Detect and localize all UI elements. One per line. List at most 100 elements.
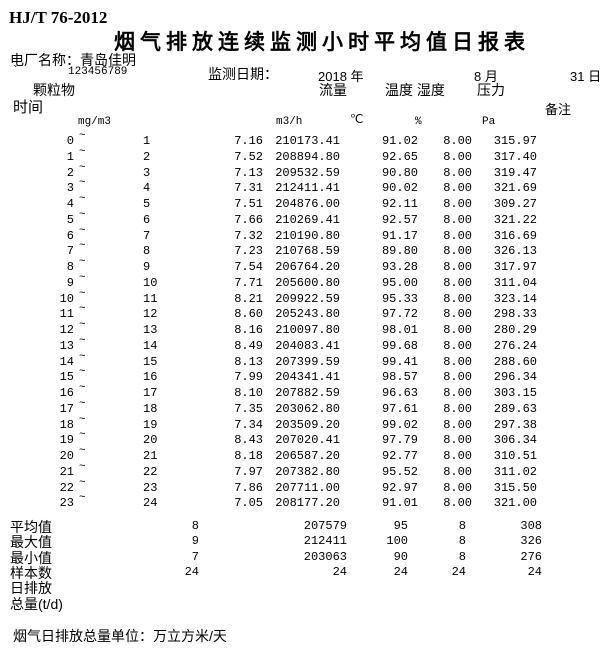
tilde-mark: ~: [79, 161, 86, 174]
pressure-value: 321.22: [493, 212, 537, 227]
flow-value: 209922.59: [275, 291, 340, 306]
pressure-value: 280.29: [493, 323, 537, 337]
hour-end: 20: [143, 433, 158, 448]
hour-end: 10: [143, 275, 158, 290]
column-header-flow: 流量: [319, 82, 347, 98]
humidity-value: 8.00: [443, 134, 472, 148]
pm-stat: 7: [191, 549, 199, 564]
table-row: 7 ~8 7.23 210768.59 89.80 8.00 326.13: [0, 240, 616, 260]
footnote: 烟气日排放总量单位：万立方米/天: [13, 628, 227, 644]
tilde-mark: ~: [79, 145, 86, 158]
pm-value: 8.21: [234, 291, 263, 306]
table-row: 6 ~7 7.32 210190.80 91.17 8.00 316.69: [0, 225, 616, 245]
hour-start: 22: [59, 480, 74, 495]
pm-value: 8.18: [234, 449, 263, 463]
humidity-value: 8.00: [443, 496, 472, 511]
table-row: 15 ~16 7.99 204341.41 98.57 8.00 296.34: [0, 366, 616, 386]
hour-start: 0: [66, 134, 74, 148]
humidity-value: 8.00: [443, 212, 472, 227]
hour-end: 7: [143, 228, 151, 243]
temp-value: 91.02: [381, 134, 418, 148]
hour-start: 2: [66, 165, 74, 180]
temp-value: 92.57: [381, 212, 418, 227]
pressure-value: 321.00: [493, 496, 537, 511]
pressure-value: 306.34: [493, 433, 537, 448]
table-row: 8 ~9 7.54 206764.20 93.28 8.00 317.97: [0, 256, 616, 276]
hour-end: 13: [143, 323, 158, 337]
temp-value: 95.52: [381, 464, 418, 479]
hour-start: 16: [59, 386, 74, 400]
tilde-mark: ~: [79, 271, 86, 284]
hour-end: 21: [143, 449, 158, 463]
pm-value: 7.51: [234, 197, 263, 211]
column-header-remark: 备注: [545, 102, 572, 117]
temp-value: 95.33: [381, 291, 418, 306]
temp-value: 90.02: [381, 181, 418, 196]
pressure-value: 297.38: [493, 417, 537, 432]
temp-value: 97.61: [381, 401, 418, 416]
table-row: 12 ~13 8.16 210097.80 98.01 8.00 280.29: [0, 319, 616, 339]
humidity-value: 8.00: [443, 244, 472, 259]
temp-value: 91.01: [381, 496, 418, 511]
pm-value: 8.49: [234, 338, 263, 353]
temp-value: 99.02: [381, 417, 418, 432]
tilde-mark: ~: [79, 476, 86, 489]
flow-value: 204876.00: [275, 197, 340, 211]
pm-value: 7.71: [234, 275, 263, 290]
tilde-mark: ~: [79, 130, 86, 142]
table-row: 4 ~5 7.51 204876.00 92.11 8.00 309.27: [0, 193, 616, 213]
pm-value: 8.13: [234, 354, 263, 369]
humidity-stat: 8: [458, 549, 466, 564]
table-row: 19 ~20 8.43 207020.41 97.79 8.00 306.34: [0, 429, 616, 449]
pm-value: 7.16: [234, 134, 263, 148]
tilde-mark: ~: [79, 193, 86, 205]
stray-tick-mark: `: [11, 64, 20, 80]
tilde-mark: ~: [79, 492, 86, 505]
pm-value: 7.05: [234, 496, 263, 511]
flow-value: 209532.59: [275, 165, 340, 180]
flow-value: 212411.41: [275, 181, 340, 196]
hour-end: 12: [143, 307, 158, 322]
hour-start: 7: [66, 244, 74, 259]
hour-start: 17: [59, 401, 74, 416]
plant-name-line: 电厂名称：青岛佳明: [10, 52, 136, 68]
flow-value: 205600.80: [275, 275, 340, 290]
humidity-value: 8.00: [443, 291, 472, 306]
tilde-mark: ~: [79, 397, 86, 410]
humidity-value: 8.00: [443, 417, 472, 432]
table-row: 3 ~4 7.31 212411.41 90.02 8.00 321.69: [0, 177, 616, 197]
tilde-mark: ~: [79, 382, 86, 394]
pm-value: 7.13: [234, 165, 263, 180]
pressure-stat: 24: [527, 565, 542, 580]
flow-value: 203062.80: [275, 401, 340, 416]
temp-value: 98.01: [381, 323, 418, 337]
humidity-value: 8.00: [443, 480, 472, 495]
humidity-value: 8.00: [443, 181, 472, 196]
pressure-value: 289.63: [493, 401, 537, 416]
pressure-value: 315.97: [493, 134, 537, 148]
tilde-mark: ~: [79, 303, 86, 316]
hour-end: 5: [143, 197, 151, 211]
humidity-value: 8.00: [443, 449, 472, 463]
humidity-stat: 24: [451, 565, 466, 580]
temp-stat: 95: [393, 519, 408, 533]
tilde-mark: ~: [79, 460, 86, 473]
table-row: 20 ~21 8.18 206587.20 92.77 8.00 310.51: [0, 445, 616, 465]
pm-stat: 24: [184, 565, 199, 580]
temp-value: 98.57: [381, 370, 418, 385]
unit-pm: mg/m3: [78, 116, 112, 128]
unit-pressure: Pa: [482, 116, 496, 128]
date-label: 监测日期：: [208, 66, 278, 82]
table-row: 2 ~3 7.13 209532.59 90.80 8.00 319.47: [0, 162, 616, 182]
hour-start: 12: [59, 323, 74, 337]
hour-end: 17: [143, 386, 158, 400]
tilde-mark: ~: [79, 177, 86, 190]
flow-value: 206764.20: [275, 260, 340, 274]
humidity-value: 8.00: [443, 165, 472, 180]
tilde-mark: ~: [79, 319, 86, 331]
humidity-value: 8.00: [443, 323, 472, 337]
daily-total-line2: 总量(t/d): [10, 596, 63, 612]
tilde-mark: ~: [79, 256, 86, 268]
table-row: 16 ~17 8.10 207882.59 96.63 8.00 303.15: [0, 382, 616, 402]
pm-stat: 8: [191, 519, 199, 533]
